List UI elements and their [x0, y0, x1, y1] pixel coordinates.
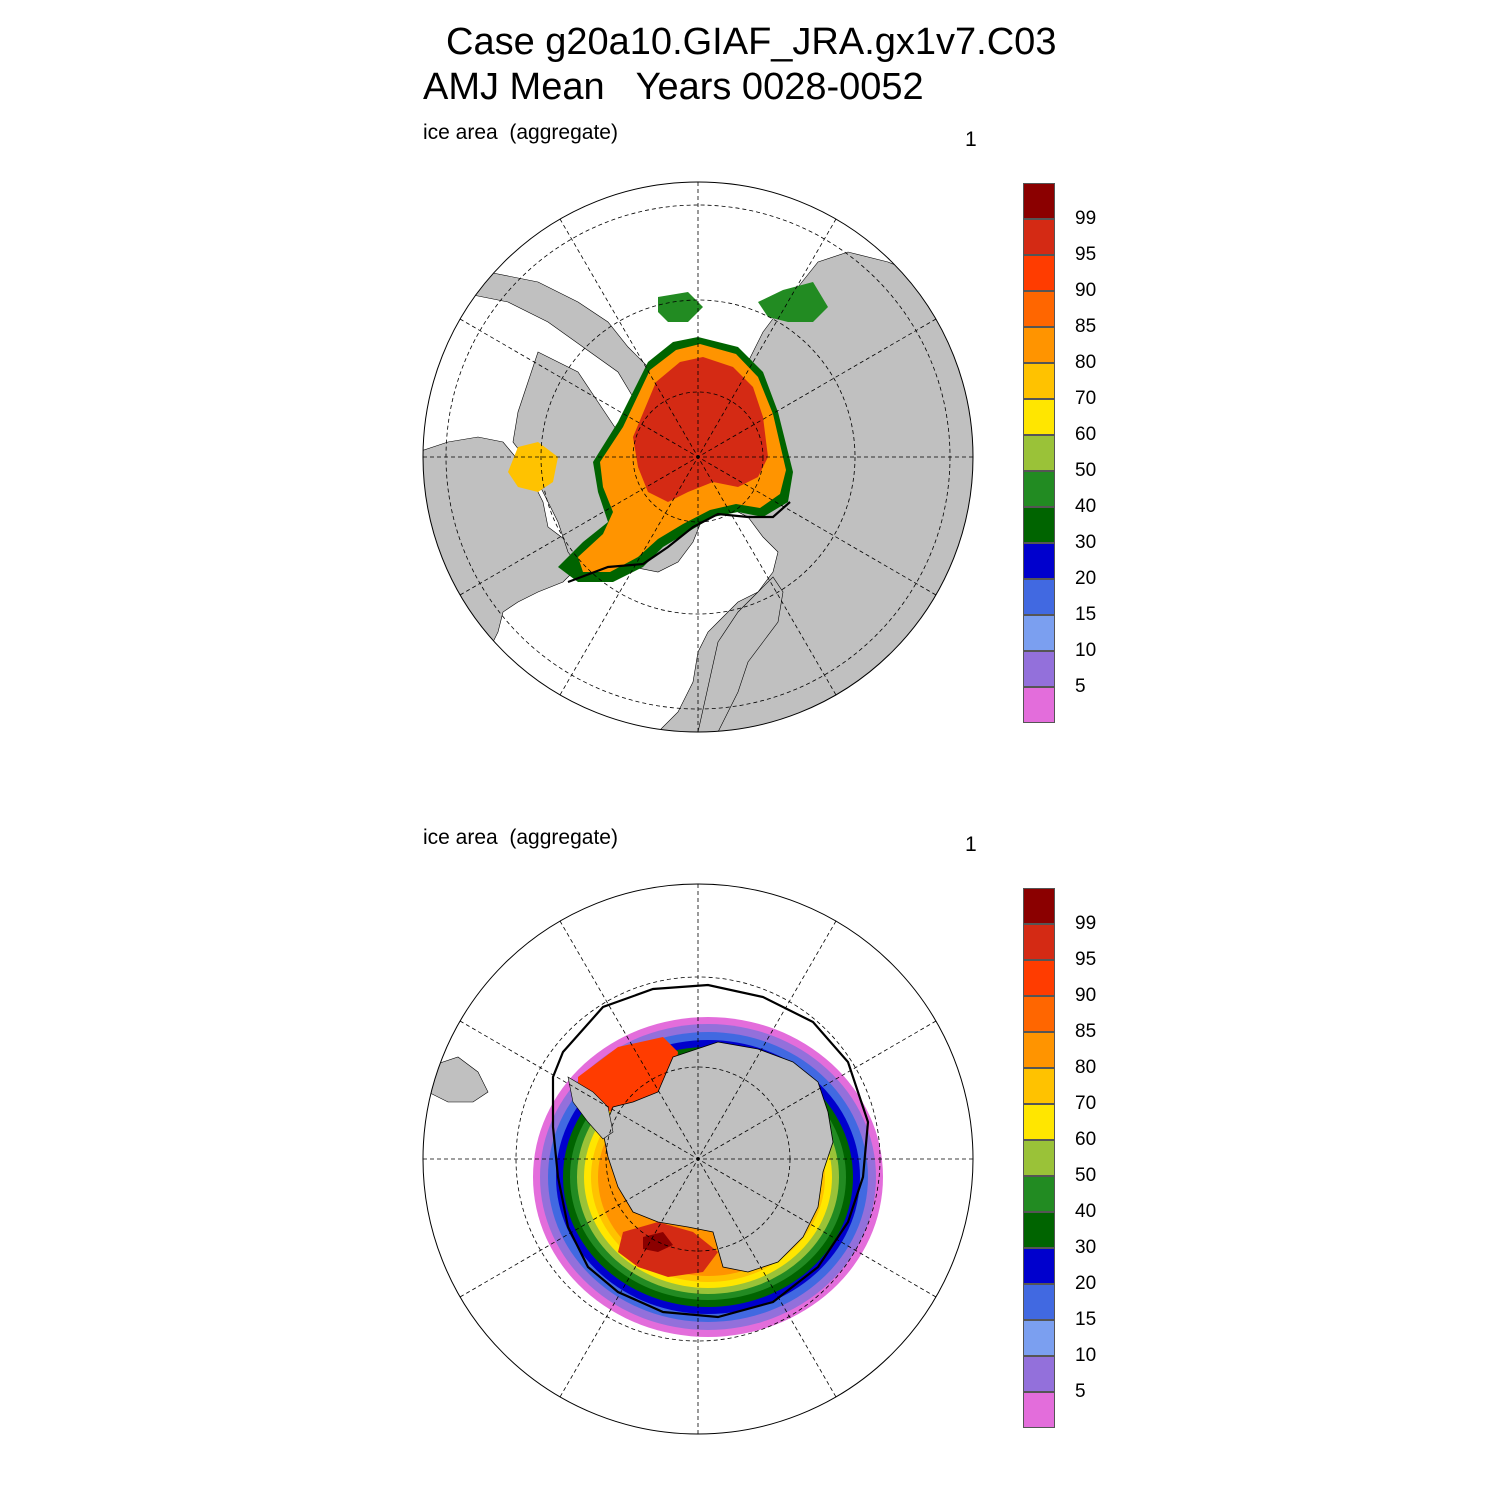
north-polar-map — [422, 181, 974, 733]
south-colorbar-cell — [1023, 996, 1055, 1032]
south-colorbar-tick-label: 5 — [1075, 1381, 1086, 1402]
south-colorbar-tick-label: 99 — [1075, 913, 1097, 934]
north-colorbar-tick-label: 5 — [1075, 676, 1086, 697]
north-colorbar-cell — [1023, 183, 1055, 219]
north-colorbar-tick-label: 85 — [1075, 316, 1097, 337]
south-colorbar-tick-label: 60 — [1075, 1129, 1097, 1150]
south-colorbar: 99 95 90 85 80 70 60 50 40 30 20 15 10 5 — [1023, 888, 1096, 1428]
figure-title-line1: Case g20a10.GIAF_JRA.gx1v7.C03 — [446, 21, 1057, 63]
south-colorbar-cell — [1023, 1392, 1055, 1428]
north-colorbar-cell — [1023, 399, 1055, 435]
north-ice-core — [633, 357, 768, 502]
north-colorbar-tick-label: 20 — [1075, 568, 1097, 589]
hudson-bay-ice — [508, 442, 558, 492]
north-colorbar-cell — [1023, 363, 1055, 399]
south-colorbar-tick-label: 70 — [1075, 1093, 1097, 1114]
ross-ice-core — [618, 1222, 718, 1277]
south-colorbar-cell — [1023, 1248, 1055, 1284]
north-colorbar-cell — [1023, 471, 1055, 507]
south-colorbar-cell — [1023, 1284, 1055, 1320]
north-europe-land — [697, 576, 784, 732]
south-colorbar-cell — [1023, 1032, 1055, 1068]
north-colorbar-cell — [1023, 435, 1055, 471]
north-colorbar-tick-label: 50 — [1075, 460, 1097, 481]
north-colorbar-cell — [1023, 219, 1055, 255]
south-colorbar-tick-label: 40 — [1075, 1201, 1097, 1222]
north-colorbar-cell — [1023, 255, 1055, 291]
south-colorbar-cell — [1023, 1176, 1055, 1212]
north-ice-edge-contour — [567, 501, 791, 584]
south-colorbar-cell — [1023, 1212, 1055, 1248]
north-colorbar-tick-label: 80 — [1075, 352, 1097, 373]
south-colorbar-cell — [1023, 1104, 1055, 1140]
north-colorbar-cell — [1023, 687, 1055, 723]
north-colorbar-tick-label: 90 — [1075, 280, 1097, 301]
south-colorbar-tick-label: 20 — [1075, 1273, 1097, 1294]
weddell-ice-core — [578, 1037, 678, 1112]
south-polar-map — [422, 883, 974, 1435]
south-colorbar-tick-label: 50 — [1075, 1165, 1097, 1186]
south-colorbar-cell — [1023, 1320, 1055, 1356]
north-colorbar-tick-label: 60 — [1075, 424, 1097, 445]
north-colorbar-cell — [1023, 327, 1055, 363]
south-colorbar-tick-label: 15 — [1075, 1309, 1097, 1330]
south-colorbar-tick-label: 10 — [1075, 1345, 1097, 1366]
south-panel-units-label: 1 — [965, 833, 977, 856]
south-colorbar-cell — [1023, 960, 1055, 996]
north-colorbar-tick-label: 40 — [1075, 496, 1097, 517]
north-latitude-circle-mid — [540, 299, 856, 615]
north-colorbar-cell — [1023, 615, 1055, 651]
okhotsk-ice — [758, 282, 828, 322]
south-colorbar-tick-label: 85 — [1075, 1021, 1097, 1042]
north-colorbar-cell — [1023, 543, 1055, 579]
north-colorbar-cell — [1023, 651, 1055, 687]
south-colorbar-cell — [1023, 1068, 1055, 1104]
south-ice-edge-contour — [551, 983, 870, 1319]
south-colorbar-tick-label: 95 — [1075, 949, 1097, 970]
north-colorbar-tick-label: 70 — [1075, 388, 1097, 409]
south-colorbar-tick-label: 30 — [1075, 1237, 1097, 1258]
south-panel-variable-label: ice area (aggregate) — [423, 826, 618, 849]
north-colorbar: 99 95 90 85 80 70 60 50 40 30 20 15 10 5 — [1023, 183, 1096, 723]
north-map-border — [422, 181, 974, 733]
south-meridian-120 — [459, 1020, 937, 1298]
south-map-border — [422, 883, 974, 1435]
north-colorbar-cell — [1023, 507, 1055, 543]
north-colorbar-cell — [1023, 579, 1055, 615]
north-panel-units-label: 1 — [965, 128, 977, 151]
antarctic-peninsula-land — [567, 1076, 614, 1140]
north-colorbar-tick-label: 30 — [1075, 532, 1097, 553]
north-colorbar-tick-label: 95 — [1075, 244, 1097, 265]
north-colorbar-tick-label: 10 — [1075, 640, 1097, 661]
north-colorbar-tick-label: 15 — [1075, 604, 1097, 625]
north-panel-variable-label: ice area (aggregate) — [423, 121, 618, 144]
north-colorbar-cell — [1023, 291, 1055, 327]
figure-title-line2: AMJ Mean Years 0028-0052 — [423, 66, 924, 108]
south-colorbar-tick-label: 90 — [1075, 985, 1097, 1006]
north-meridian-120 — [459, 318, 937, 596]
south-colorbar-cell — [1023, 924, 1055, 960]
south-colorbar-tick-label: 80 — [1075, 1057, 1097, 1078]
bering-ice — [658, 292, 703, 322]
south-colorbar-cell — [1023, 1140, 1055, 1176]
north-colorbar-tick-label: 99 — [1075, 208, 1097, 229]
south-colorbar-cell — [1023, 888, 1055, 924]
south-colorbar-cell — [1023, 1356, 1055, 1392]
